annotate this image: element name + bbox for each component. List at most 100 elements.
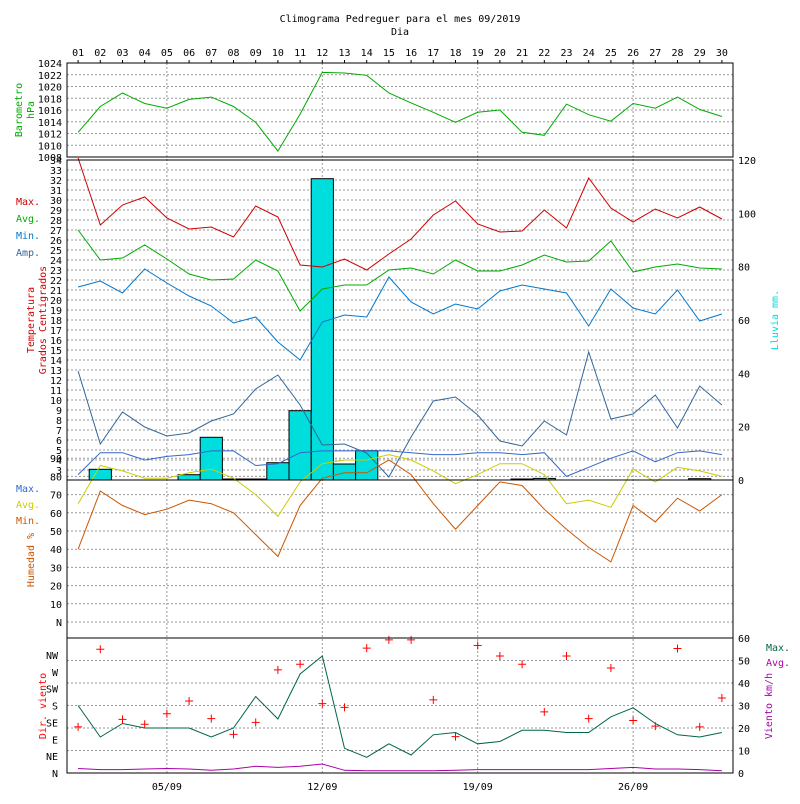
day-tick-label: 05 xyxy=(161,48,173,59)
temp-legend-item: Min. xyxy=(16,231,40,242)
temperature-tick-label: 9 xyxy=(56,406,62,417)
wind-direction-marker xyxy=(584,714,593,723)
wind-direction-marker xyxy=(185,697,194,705)
temperature-tick-label: 27 xyxy=(50,226,62,237)
frames-layer xyxy=(66,60,734,774)
wind-speed-tick-label: 20 xyxy=(738,724,750,735)
wind-direction-axis-label: Dir. viento xyxy=(38,673,49,739)
wind-speed-tick-label: 0 xyxy=(738,769,744,780)
temperature-tick-label: 22 xyxy=(50,276,62,287)
temperature-tick-label: 4 xyxy=(56,456,62,467)
wind-speed-tick-label: 10 xyxy=(738,747,750,758)
day-tick-label: 30 xyxy=(716,48,728,59)
wind-speed-tick-label: 50 xyxy=(738,657,750,668)
temp-min-line xyxy=(77,268,723,361)
wind-direction-marker xyxy=(340,703,349,712)
temperature-tick-label: 13 xyxy=(50,366,62,377)
humidity-tick-label: 40 xyxy=(50,545,62,556)
wind-direction-marker xyxy=(695,722,704,731)
wind-direction-tick-label: SE xyxy=(46,718,58,729)
temperature-tick-label: 14 xyxy=(50,356,62,367)
humidity-tick-label: 90 xyxy=(50,454,62,465)
wind-direction-marker xyxy=(629,716,638,725)
humidity-tick-label: 20 xyxy=(50,582,62,593)
wind-speed-axis-label: Viento km/h xyxy=(764,673,775,739)
temperature-axis-unit: Grados Centigrados xyxy=(38,266,49,374)
temperature-tick-label: 21 xyxy=(50,286,62,297)
temperature-tick-label: 31 xyxy=(50,186,62,197)
day-tick-label: 01 xyxy=(72,48,84,59)
temp-legend-item: Max. xyxy=(16,197,40,208)
pressure-tick-label: 1024 xyxy=(38,59,62,70)
pressure-tick-label: 1008 xyxy=(38,153,62,164)
wind-direction-marker xyxy=(96,645,105,654)
temperature-tick-label: 19 xyxy=(50,306,62,317)
pressure-tick-label: 1020 xyxy=(38,83,62,94)
day-tick-label: 16 xyxy=(405,48,417,59)
temperature-tick-label: 33 xyxy=(50,166,62,177)
wind-direction-tick-label: NE xyxy=(46,752,58,763)
wind-direction-marker xyxy=(74,722,83,731)
day-tick-label: 11 xyxy=(294,48,306,59)
pressure-series-line xyxy=(77,71,723,152)
wind-direction-marker xyxy=(318,699,327,708)
temperature-tick-label: 8 xyxy=(56,416,62,427)
temperature-tick-label: 6 xyxy=(56,436,62,447)
data-layer xyxy=(74,71,726,772)
week-tick-label: 12/09 xyxy=(307,782,337,793)
wind-direction-marker xyxy=(518,660,527,669)
week-tick-label: 05/09 xyxy=(152,782,182,793)
humidity-legend-item: Max. xyxy=(16,484,40,495)
week-tick-label: 26/09 xyxy=(618,782,648,793)
temperature-tick-label: 28 xyxy=(50,216,62,227)
day-tick-label: 23 xyxy=(560,48,572,59)
humidity-avg-line xyxy=(77,454,723,518)
rain-bar xyxy=(288,410,312,481)
temp-max-line xyxy=(77,157,723,271)
temperature-tick-label: 11 xyxy=(50,386,62,397)
day-tick-label: 13 xyxy=(338,48,350,59)
temperature-tick-label: 29 xyxy=(50,206,62,217)
rain-bar xyxy=(266,462,290,481)
rain-bar xyxy=(332,463,357,481)
x-axis-title: Dia xyxy=(391,27,409,38)
day-tick-label: 21 xyxy=(516,48,528,59)
rain-tick-label: 100 xyxy=(738,209,756,220)
temperature-tick-label: 32 xyxy=(50,176,62,187)
day-tick-label: 26 xyxy=(627,48,639,59)
pressure-tick-label: 1022 xyxy=(38,71,62,82)
rain-axis-label: Lluvia mm. xyxy=(770,290,781,350)
temperature-tick-label: 24 xyxy=(50,256,62,267)
rain-bar xyxy=(355,450,379,481)
pressure-axis-label: Barometro xyxy=(14,83,25,137)
rain-bar xyxy=(199,436,223,481)
humidity-tick-label: 50 xyxy=(50,527,62,538)
humidity-tick-label: 70 xyxy=(50,491,62,502)
humidity-min-line xyxy=(77,459,723,563)
pressure-tick-label: 1018 xyxy=(38,94,62,105)
pressure-tick-label: 1014 xyxy=(38,118,62,129)
wind-direction-marker xyxy=(229,730,238,739)
pressure-tick-label: 1016 xyxy=(38,106,62,117)
temperature-tick-label: 15 xyxy=(50,346,62,357)
panel-frame xyxy=(66,62,734,158)
day-tick-label: 18 xyxy=(449,48,461,59)
wind-direction-marker xyxy=(162,709,171,718)
day-tick-label: 14 xyxy=(361,48,373,59)
wind-direction-marker xyxy=(451,732,460,741)
day-tick-label: 09 xyxy=(250,48,262,59)
day-tick-label: 22 xyxy=(538,48,550,59)
temperature-tick-label: 34 xyxy=(50,156,62,167)
day-tick-label: 15 xyxy=(383,48,395,59)
humidity-axis-label: Humedad % xyxy=(26,533,37,587)
day-tick-label: 07 xyxy=(205,48,217,59)
day-tick-label: 19 xyxy=(472,48,484,59)
pressure-tick-label: 1012 xyxy=(38,130,62,141)
wind-direction-marker xyxy=(540,707,549,716)
humidity-legend-item: Avg. xyxy=(16,500,40,511)
grid-layer xyxy=(67,62,733,774)
day-tick-label: 10 xyxy=(272,48,284,59)
wind-direction-tick-label: N xyxy=(52,769,58,780)
wind-direction-marker xyxy=(362,644,371,653)
